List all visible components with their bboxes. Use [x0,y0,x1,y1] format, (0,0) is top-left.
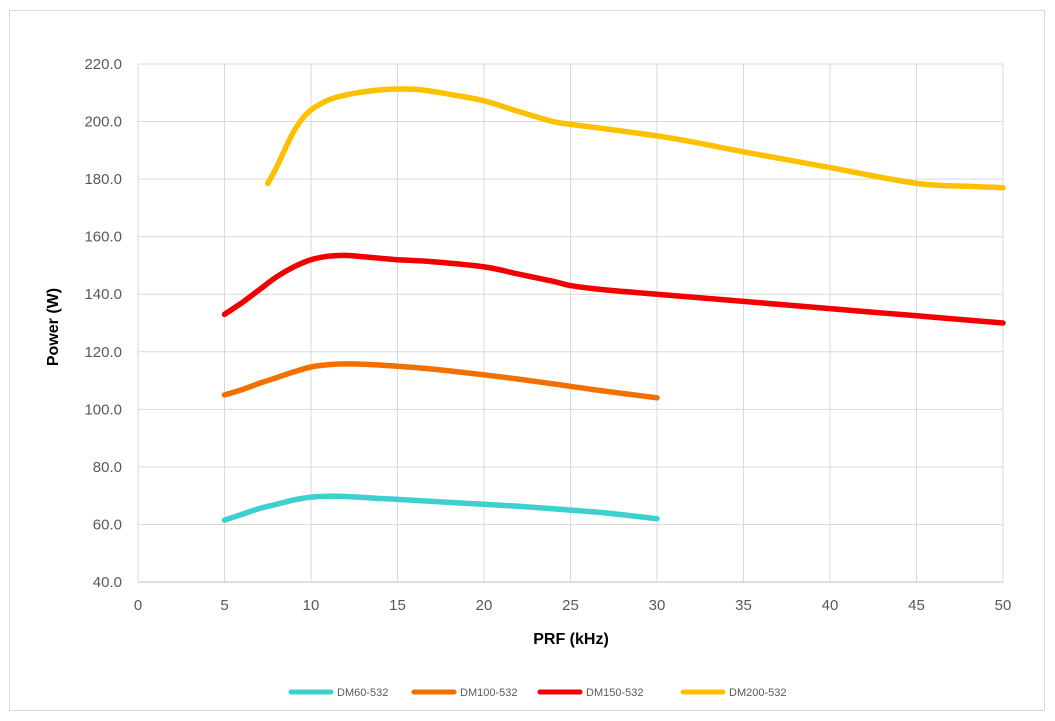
legend-item-dm150-532: DM150-532 [537,687,643,699]
x-tick-label: 5 [220,597,228,614]
chart-frame [9,10,1045,711]
legend-label: DM60-532 [337,687,388,699]
x-tick-label: 40 [822,597,839,614]
y-tick-label: 60.0 [93,516,122,533]
legend-item-dm60-532: DM60-532 [288,687,388,699]
x-tick-label: 45 [908,597,925,614]
x-tick-label: 10 [303,597,320,614]
x-tick-label: 35 [735,597,752,614]
y-tick-label: 220.0 [84,56,122,73]
x-tick-label: 15 [389,597,406,614]
y-tick-label: 200.0 [84,114,122,131]
gridlines [137,63,1004,583]
x-tick-label: 25 [562,597,579,614]
x-tick-label: 0 [134,597,142,614]
series-lines [221,86,1006,523]
legend-item-dm100-532: DM100-532 [411,687,517,699]
series-line-dm150-532 [221,252,1006,326]
y-tick-label: 180.0 [84,171,122,188]
legend-item-dm200-532: DM200-532 [680,687,786,699]
y-tick-label: 140.0 [84,286,122,303]
y-tick-label: 120.0 [84,344,122,361]
legend-label: DM100-532 [460,687,517,699]
y-axis-tick-labels: 40.0 60.0 80.0 100.0 120.0 140.0 160.0 180.0 200… [84,56,122,591]
y-tick-label: 160.0 [84,229,122,246]
series-line-dm60-532 [221,493,660,523]
y-tick-label: 40.0 [93,574,122,591]
y-tick-label: 80.0 [93,459,122,476]
legend: DM60-532 DM100-532 DM150-532 DM200-532 [288,687,786,699]
series-line-dm200-532 [265,86,1006,191]
series-line-dm100-532 [221,361,660,401]
legend-label: DM150-532 [586,687,643,699]
x-tick-label: 30 [649,597,666,614]
y-tick-label: 100.0 [84,401,122,418]
x-axis-tick-labels: 0 5 10 15 20 25 30 35 40 45 50 [134,597,1012,614]
x-axis-title: PRF (kHz) [533,631,609,648]
legend-label: DM200-532 [729,687,786,699]
x-tick-label: 20 [476,597,493,614]
x-tick-label: 50 [995,597,1012,614]
y-axis-title: Power (W) [45,288,62,366]
